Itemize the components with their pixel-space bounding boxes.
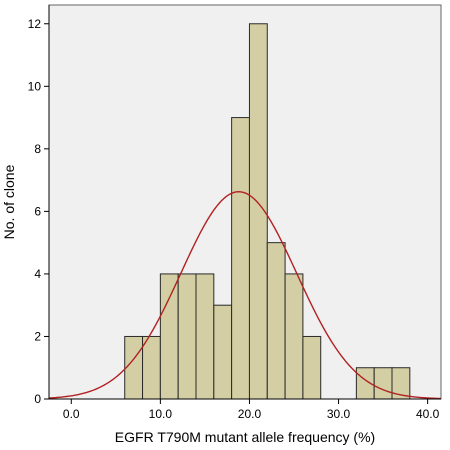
x-tick-label: 10.0 (149, 407, 173, 421)
x-tick-label: 20.0 (238, 407, 262, 421)
histogram-bar (213, 304, 233, 400)
y-axis-ticks: 0 2 4 6 8 10 12 (28, 17, 49, 406)
histogram-bar (373, 367, 393, 400)
histogram-bar (159, 273, 179, 400)
x-axis-ticks: 0.0 10.0 20.0 30.0 40.0 (63, 399, 440, 421)
normal-curve (48, 191, 442, 400)
histogram-bar (302, 335, 322, 400)
histogram-bar (284, 273, 304, 400)
y-tick-label: 0 (34, 392, 41, 406)
y-tick-label: 12 (28, 17, 42, 31)
x-tick-label: 30.0 (327, 407, 351, 421)
y-tick-label: 4 (34, 267, 41, 281)
histogram-bar (195, 273, 215, 400)
y-tick-label: 10 (28, 79, 42, 93)
histogram-bar (142, 335, 161, 400)
y-tick-label: 6 (34, 204, 41, 218)
y-tick-label: 8 (34, 142, 41, 156)
histogram-bar (231, 117, 250, 400)
histogram-bar (266, 242, 286, 400)
x-axis-title: EGFR T790M mutant allele frequency (%) (115, 429, 375, 445)
x-tick-label: 0.0 (63, 407, 80, 421)
histogram-bar (124, 335, 144, 400)
y-axis-title: No. of clone (1, 164, 17, 239)
y-tick-label: 2 (34, 329, 41, 343)
x-tick-label: 40.0 (416, 407, 440, 421)
histogram-bar (177, 273, 197, 400)
